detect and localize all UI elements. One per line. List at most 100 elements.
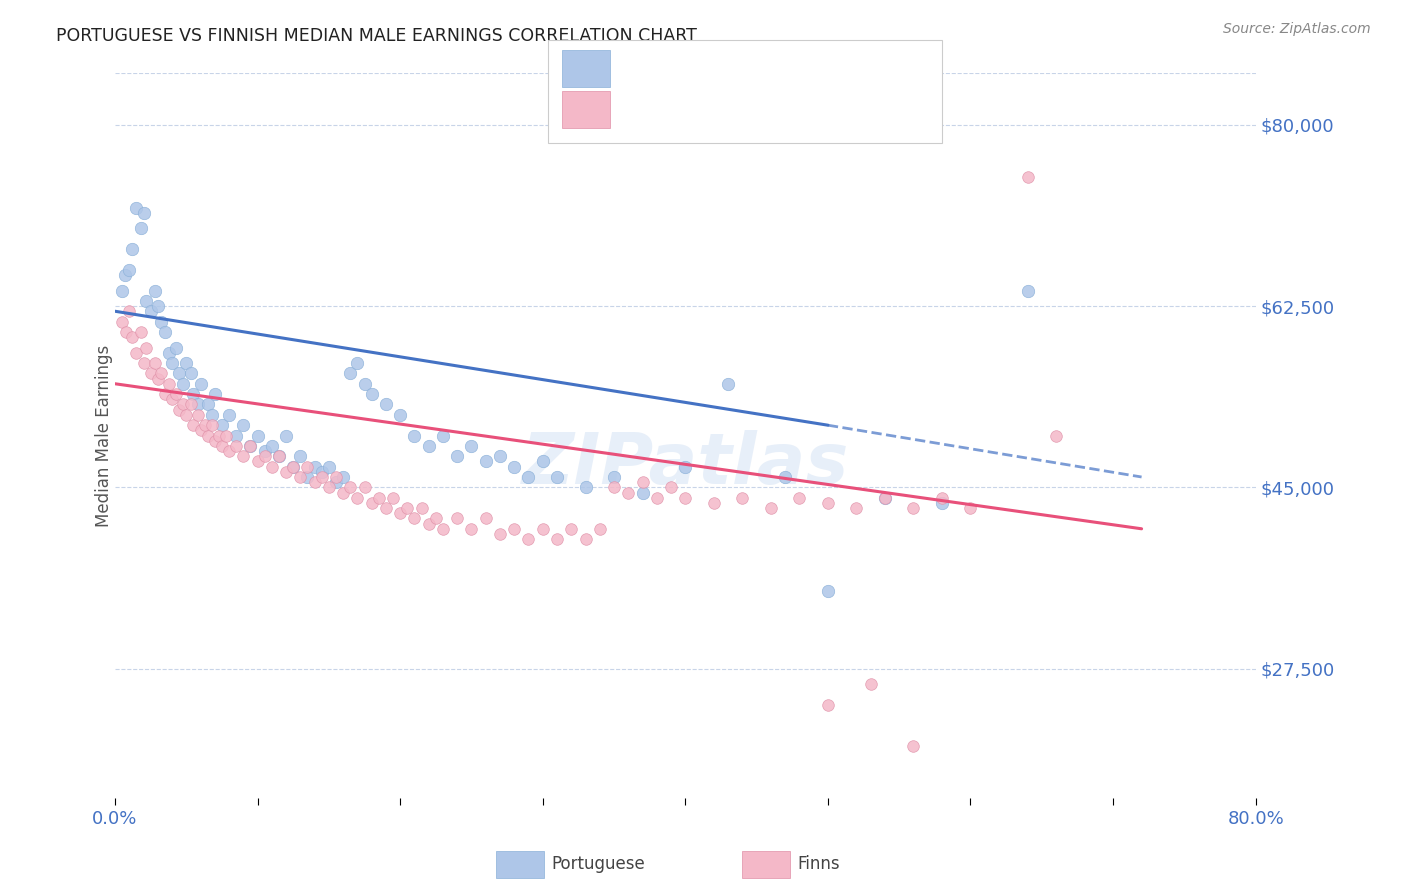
Point bbox=[204, 434, 226, 448]
Point bbox=[332, 485, 354, 500]
Point bbox=[325, 475, 347, 490]
Point bbox=[204, 387, 226, 401]
Point bbox=[125, 345, 148, 359]
Point bbox=[703, 496, 725, 510]
Point bbox=[132, 206, 155, 220]
Point bbox=[631, 475, 654, 490]
Point bbox=[346, 356, 368, 370]
Point bbox=[673, 459, 696, 474]
Point bbox=[165, 387, 187, 401]
Point bbox=[125, 201, 148, 215]
Point bbox=[1017, 284, 1039, 298]
Point bbox=[187, 408, 209, 422]
Point bbox=[146, 371, 169, 385]
Point bbox=[489, 450, 512, 464]
Point bbox=[129, 325, 152, 339]
Point bbox=[157, 376, 180, 391]
Point bbox=[225, 439, 247, 453]
Point bbox=[176, 356, 198, 370]
Point bbox=[246, 454, 269, 468]
Point bbox=[111, 284, 134, 298]
Point bbox=[146, 299, 169, 313]
Point bbox=[139, 304, 162, 318]
Point bbox=[631, 485, 654, 500]
Point bbox=[172, 376, 194, 391]
Point bbox=[332, 470, 354, 484]
Point bbox=[859, 677, 882, 691]
Point bbox=[260, 459, 283, 474]
Point bbox=[517, 532, 540, 546]
Point bbox=[176, 408, 198, 422]
Point bbox=[367, 491, 389, 505]
Point bbox=[574, 532, 596, 546]
Point bbox=[167, 402, 190, 417]
Point bbox=[1017, 169, 1039, 184]
Point bbox=[304, 459, 326, 474]
Point bbox=[446, 450, 468, 464]
Point bbox=[135, 341, 157, 355]
Point bbox=[311, 465, 333, 479]
Point bbox=[418, 516, 440, 531]
Point bbox=[190, 423, 212, 437]
Point bbox=[157, 345, 180, 359]
Point bbox=[959, 501, 981, 516]
Point bbox=[149, 315, 172, 329]
Point bbox=[218, 444, 240, 458]
Point bbox=[389, 408, 412, 422]
Point bbox=[353, 376, 375, 391]
Point bbox=[194, 418, 217, 433]
Point bbox=[503, 522, 526, 536]
Point bbox=[197, 428, 219, 442]
Point bbox=[160, 356, 183, 370]
Point bbox=[603, 480, 626, 494]
Point bbox=[374, 397, 396, 411]
Point bbox=[115, 325, 138, 339]
Point bbox=[132, 356, 155, 370]
Point bbox=[143, 356, 166, 370]
Point bbox=[253, 450, 276, 464]
Point bbox=[903, 739, 925, 754]
Text: PORTUGUESE VS FINNISH MEDIAN MALE EARNINGS CORRELATION CHART: PORTUGUESE VS FINNISH MEDIAN MALE EARNIN… bbox=[56, 27, 697, 45]
Point bbox=[246, 428, 269, 442]
Point bbox=[460, 522, 482, 536]
Point bbox=[201, 418, 224, 433]
Point bbox=[546, 532, 568, 546]
Point bbox=[446, 511, 468, 525]
Point bbox=[153, 387, 176, 401]
Point bbox=[789, 491, 811, 505]
Point bbox=[318, 459, 340, 474]
Point bbox=[267, 450, 290, 464]
Point bbox=[773, 470, 796, 484]
Point bbox=[489, 527, 512, 541]
Point bbox=[297, 459, 319, 474]
Point bbox=[931, 491, 953, 505]
Point bbox=[460, 439, 482, 453]
Point bbox=[360, 496, 382, 510]
Text: Finns: Finns bbox=[797, 855, 839, 873]
Point bbox=[297, 470, 319, 484]
Point bbox=[274, 428, 297, 442]
Point bbox=[817, 496, 839, 510]
Text: Source: ZipAtlas.com: Source: ZipAtlas.com bbox=[1223, 22, 1371, 37]
Point bbox=[404, 511, 426, 525]
Point bbox=[304, 475, 326, 490]
Point bbox=[114, 268, 136, 282]
Point bbox=[111, 315, 134, 329]
Point bbox=[717, 376, 740, 391]
Point bbox=[239, 439, 262, 453]
Point bbox=[180, 397, 202, 411]
Point bbox=[645, 491, 668, 505]
Point bbox=[218, 408, 240, 422]
Point bbox=[208, 428, 231, 442]
Point bbox=[432, 522, 454, 536]
Point bbox=[239, 439, 262, 453]
Point bbox=[290, 450, 312, 464]
Point bbox=[531, 454, 554, 468]
Point bbox=[274, 465, 297, 479]
Point bbox=[139, 367, 162, 381]
Point bbox=[260, 439, 283, 453]
Point bbox=[589, 522, 612, 536]
Point bbox=[546, 470, 568, 484]
Point bbox=[474, 454, 496, 468]
Point bbox=[183, 418, 205, 433]
